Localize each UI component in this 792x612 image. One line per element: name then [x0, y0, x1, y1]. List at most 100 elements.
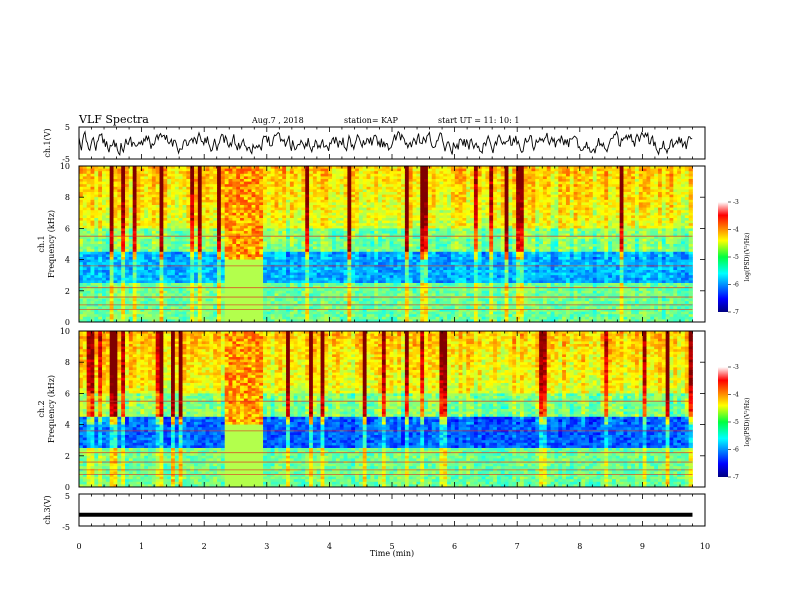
- spectrogram-cell: [301, 181, 306, 185]
- spectrogram-cell: [404, 205, 410, 208]
- spectrogram-cell: [466, 181, 471, 185]
- spectrogram-cell: [665, 197, 670, 201]
- spectrogram-cell: [332, 189, 337, 193]
- spectrogram-cell: [316, 179, 321, 182]
- spectrogram-cell: [243, 186, 249, 190]
- spectrogram-cell: [458, 228, 463, 232]
- spectrogram-cell: [286, 173, 291, 177]
- spectrogram-cell: [205, 171, 210, 175]
- spectrogram-cell: [542, 173, 548, 177]
- spectrogram-cell: [661, 218, 667, 221]
- spectrogram-cell: [366, 233, 371, 237]
- spectrogram-cell: [309, 210, 314, 214]
- spectrogram-cell: [500, 186, 505, 190]
- spectrogram-cell: [297, 184, 302, 188]
- spectrogram-cell: [148, 194, 153, 198]
- spectrogram-cell: [182, 199, 187, 203]
- spectrogram-cell: [236, 199, 241, 203]
- spectrogram-cell: [178, 184, 183, 188]
- spectrogram-cell: [592, 189, 598, 193]
- spectrogram-cell: [155, 184, 160, 188]
- spectrogram-cell: [470, 168, 475, 172]
- spectrogram-cell: [650, 184, 655, 188]
- spectrogram-cell: [527, 223, 532, 227]
- spectrogram-cell: [631, 184, 636, 188]
- spectrogram-cell: [546, 223, 552, 227]
- spectrogram-cell: [439, 207, 444, 211]
- spectrogram-cell: [125, 199, 130, 203]
- spectrogram-cell: [408, 179, 413, 182]
- spectrogram-cell: [297, 181, 302, 185]
- spectrogram-cell: [435, 236, 440, 240]
- spectrogram-cell: [167, 192, 172, 195]
- spectrogram-cell: [539, 215, 544, 219]
- spectrogram-cell: [320, 168, 325, 172]
- spectrogram-cell: [466, 215, 471, 219]
- spectrogram-cell: [439, 215, 444, 219]
- spectrogram-cell: [500, 194, 505, 198]
- spectrogram-cell: [324, 228, 329, 232]
- spectrogram-cell: [427, 184, 433, 188]
- spectrogram-cell: [297, 215, 302, 219]
- spectrogram-cell: [458, 205, 463, 208]
- spectrogram-cell: [596, 192, 601, 195]
- spectrogram-cell: [270, 184, 275, 188]
- spectrogram-cell: [297, 168, 302, 172]
- spectrogram-cell: [209, 205, 214, 208]
- spectrogram-cell: [435, 173, 440, 177]
- spectrogram-cell: [378, 181, 383, 185]
- spectrogram-cell: [201, 171, 206, 175]
- spectrogram-cell: [266, 212, 272, 216]
- spectrogram-cell: [450, 176, 456, 180]
- spectrogram-cell: [447, 223, 452, 227]
- spectrogram-cell: [615, 189, 621, 193]
- spectrogram-cell: [577, 231, 582, 234]
- spectrogram-cell: [473, 168, 479, 172]
- spectrogram-cell: [454, 168, 459, 172]
- spectrogram-cell: [217, 179, 222, 182]
- spectrogram-cell: [351, 179, 356, 182]
- spectrogram-cell: [174, 233, 180, 237]
- spectrogram-cell: [255, 173, 260, 177]
- spectrogram-cell: [113, 218, 118, 221]
- spectrogram-cell: [657, 236, 663, 240]
- spectrogram-cell: [320, 223, 325, 227]
- spectrogram-cell: [401, 207, 406, 211]
- spectrogram-cell: [381, 197, 387, 201]
- spectrogram-cell: [477, 186, 482, 190]
- spectrogram-cell: [454, 166, 459, 169]
- spectrogram-cell: [102, 225, 107, 229]
- spectrogram-cell: [569, 179, 575, 182]
- spectrogram-cell: [665, 228, 670, 232]
- spectrogram-cell: [531, 238, 536, 242]
- spectrogram-cell: [677, 228, 682, 232]
- spectrogram-cell: [113, 241, 118, 245]
- spectrogram-cell: [182, 233, 187, 237]
- spectrogram-cell: [305, 218, 310, 221]
- spectrogram-cell: [174, 168, 180, 172]
- spectrogram-cell: [680, 212, 686, 216]
- spectrogram-cell: [213, 223, 218, 227]
- spectrogram-cell: [493, 233, 498, 237]
- spectrogram-cell: [408, 236, 413, 240]
- spectrogram-cell: [477, 233, 482, 237]
- spectrogram-cell: [665, 184, 670, 188]
- spectrogram-cell: [562, 223, 567, 227]
- spectrogram-cell: [266, 184, 272, 188]
- spectrogram-cell: [266, 223, 272, 227]
- spectrogram-cell: [416, 176, 421, 180]
- spectrogram-cell: [512, 179, 517, 182]
- spectrogram-cell: [412, 212, 417, 216]
- spectrogram-cell: [335, 192, 341, 195]
- spectrogram-cell: [592, 179, 598, 182]
- spectrogram-cell: [412, 179, 417, 182]
- spectrogram-cell: [278, 241, 283, 245]
- spectrogram-cell: [447, 171, 452, 175]
- spectrogram-cell: [588, 186, 594, 190]
- spectrogram-cell: [558, 173, 563, 177]
- spectrogram-cell: [385, 171, 390, 175]
- spectrogram-cell: [109, 223, 114, 227]
- spectrogram-cell: [102, 228, 107, 232]
- spectrogram-cell: [427, 220, 433, 224]
- spectrogram-cell: [312, 238, 318, 242]
